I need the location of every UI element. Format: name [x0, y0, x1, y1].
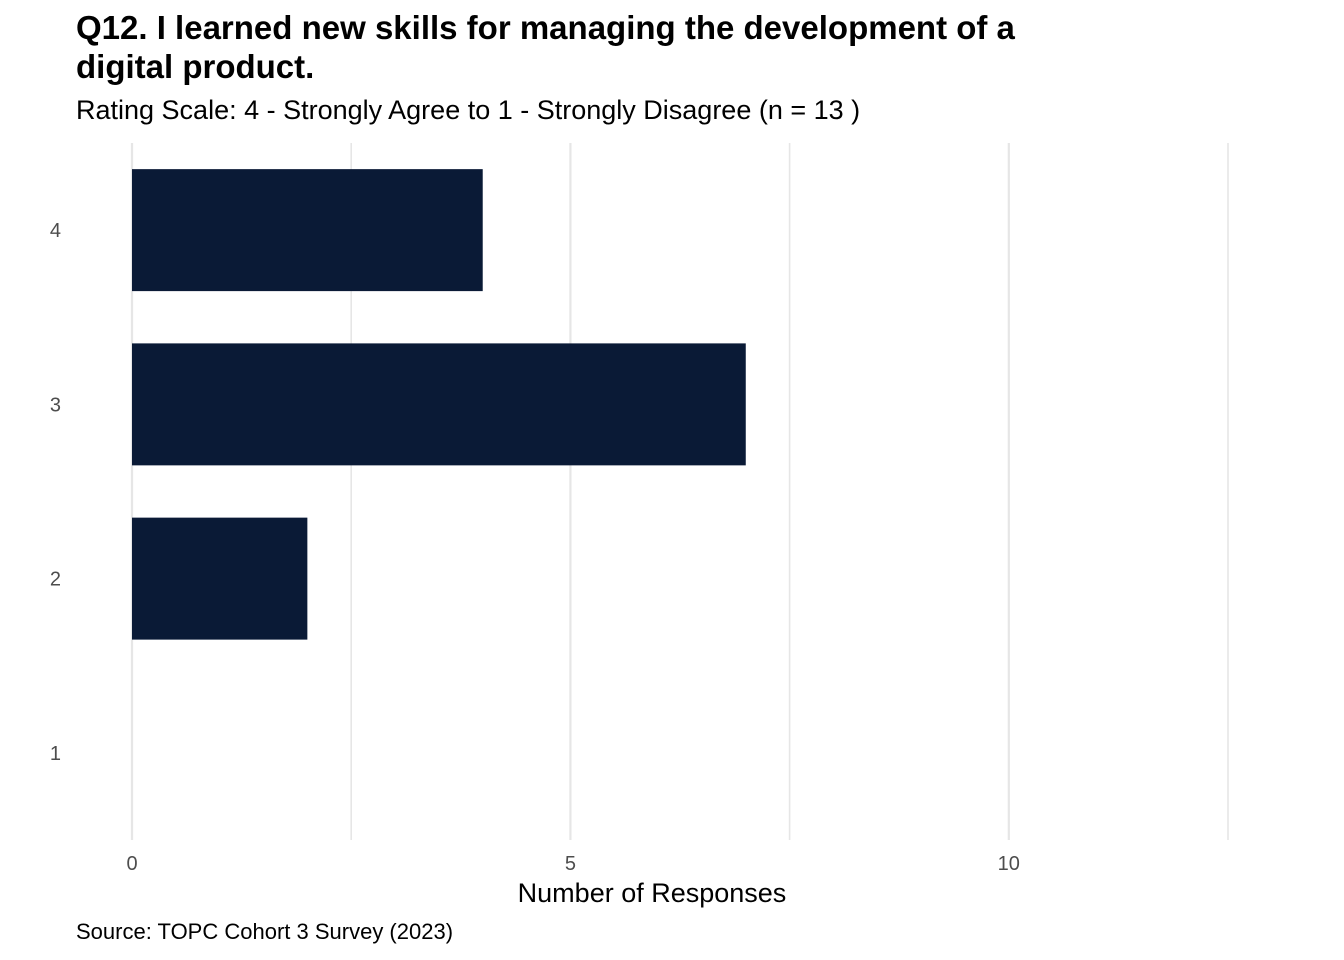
bar-rating-4 [132, 169, 483, 292]
chart-title: Q12. I learned new skills for managing t… [76, 9, 1015, 85]
y-tick-label: 4 [50, 220, 61, 242]
x-axis-title: Number of Responses [518, 878, 787, 908]
bars [132, 169, 746, 640]
chart-subtitle: Rating Scale: 4 - Strongly Agree to 1 - … [76, 95, 861, 125]
bar-rating-3 [132, 343, 746, 466]
x-tick-label: 10 [998, 853, 1020, 875]
y-tick-labels: 4 3 2 1 [50, 220, 61, 765]
bar-rating-2 [132, 517, 308, 640]
y-tick-label: 3 [50, 394, 61, 416]
x-tick-labels: 0 5 10 [126, 853, 1019, 875]
source-caption: Source: TOPC Cohort 3 Survey (2023) [76, 919, 454, 944]
x-tick-label: 5 [565, 853, 576, 875]
y-tick-label: 2 [50, 569, 61, 591]
x-tick-label: 0 [126, 853, 137, 875]
y-tick-label: 1 [50, 743, 61, 765]
